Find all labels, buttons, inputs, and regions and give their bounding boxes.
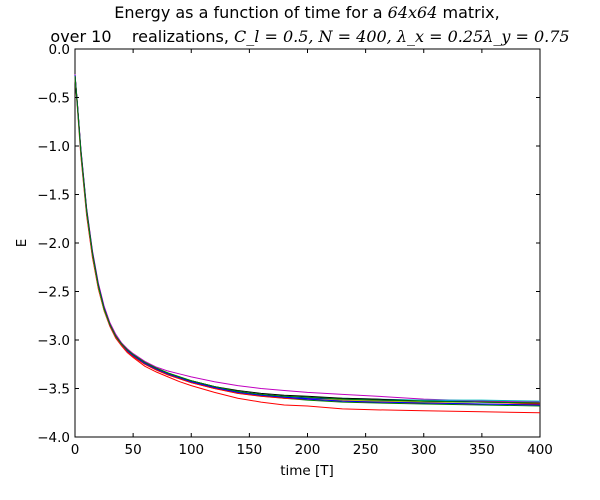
y-tick-label: −1.5: [37, 188, 70, 204]
x-tick-label: 300: [411, 442, 437, 458]
series-line-4: [74, 74, 541, 403]
x-tick-label: 250: [353, 442, 379, 458]
y-axis-label: E: [14, 239, 30, 248]
x-axis-label: time [T]: [280, 463, 334, 479]
x-tick-label: 200: [295, 442, 321, 458]
series-layer: [74, 74, 541, 414]
y-tick-label: −3.0: [37, 333, 70, 349]
x-tick-label: 150: [236, 442, 262, 458]
title-line2-part-a: over 10 realizations,: [50, 27, 234, 46]
chart-title-line-1: Energy as a function of time for a 64x64…: [114, 3, 499, 22]
y-tick-label: 0.0: [49, 42, 70, 58]
title-line2-math: C_l = 0.5, N = 400, λ_x = 0.25λ_y = 0.75: [234, 27, 570, 46]
title-line1-part-a: Energy as a function of time for a: [114, 3, 387, 22]
plot-area-frame: [74, 48, 541, 438]
x-tick-label: 350: [469, 442, 495, 458]
x-tick-label: 50: [125, 442, 142, 458]
chart-title-line-2: over 10 realizations, C_l = 0.5, N = 400…: [50, 27, 569, 46]
x-tick-label: 400: [527, 442, 553, 458]
tick-layer: 0 50 100 150 200 250 300 350 400 0.0 −0.5 −1.0 −1.5 −…: [37, 42, 553, 458]
title-line1-math: 64x64: [388, 3, 438, 22]
series-line-8: [74, 76, 540, 405]
series-line-9: [74, 75, 541, 406]
series-line-10: [74, 76, 541, 404]
x-tick-label: 0: [71, 442, 80, 458]
series-line-7: [74, 75, 541, 404]
series-line-3: [74, 75, 541, 407]
y-tick-label: −0.5: [37, 91, 70, 107]
x-tick-label: 100: [178, 442, 204, 458]
series-line-2: [74, 76, 541, 403]
y-tick-label: −1.0: [37, 139, 70, 155]
series-line-5: [74, 77, 541, 402]
y-tick-label: −2.5: [37, 285, 70, 301]
title-line1-part-b: matrix,: [437, 3, 499, 22]
y-tick-label: −4.0: [37, 430, 70, 446]
series-line-6: [74, 76, 541, 404]
y-tick-label: −3.5: [37, 382, 70, 398]
y-tick-label: −2.0: [37, 236, 70, 252]
